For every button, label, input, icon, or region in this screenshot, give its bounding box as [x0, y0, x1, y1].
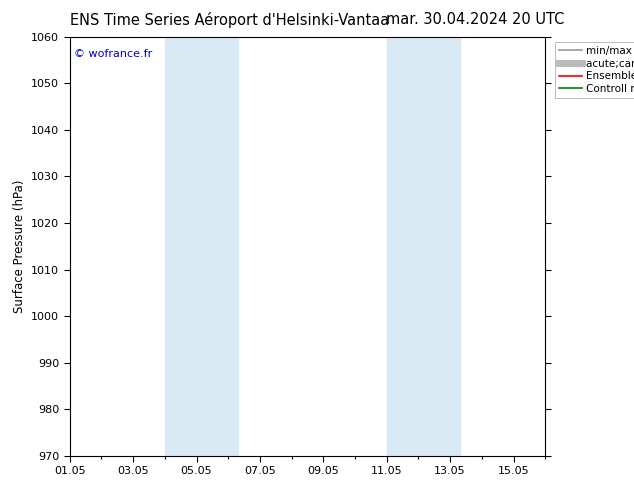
Bar — [387, 37, 460, 456]
Legend: min/max, acute;cart type, Ensemble mean run, Controll run: min/max, acute;cart type, Ensemble mean … — [555, 42, 634, 98]
Text: mar. 30.04.2024 20 UTC: mar. 30.04.2024 20 UTC — [386, 12, 564, 27]
Y-axis label: Surface Pressure (hPa): Surface Pressure (hPa) — [13, 179, 25, 313]
Bar — [165, 37, 238, 456]
Text: © wofrance.fr: © wofrance.fr — [74, 49, 153, 59]
Text: ENS Time Series Aéroport d'Helsinki-Vantaa: ENS Time Series Aéroport d'Helsinki-Vant… — [70, 12, 389, 28]
